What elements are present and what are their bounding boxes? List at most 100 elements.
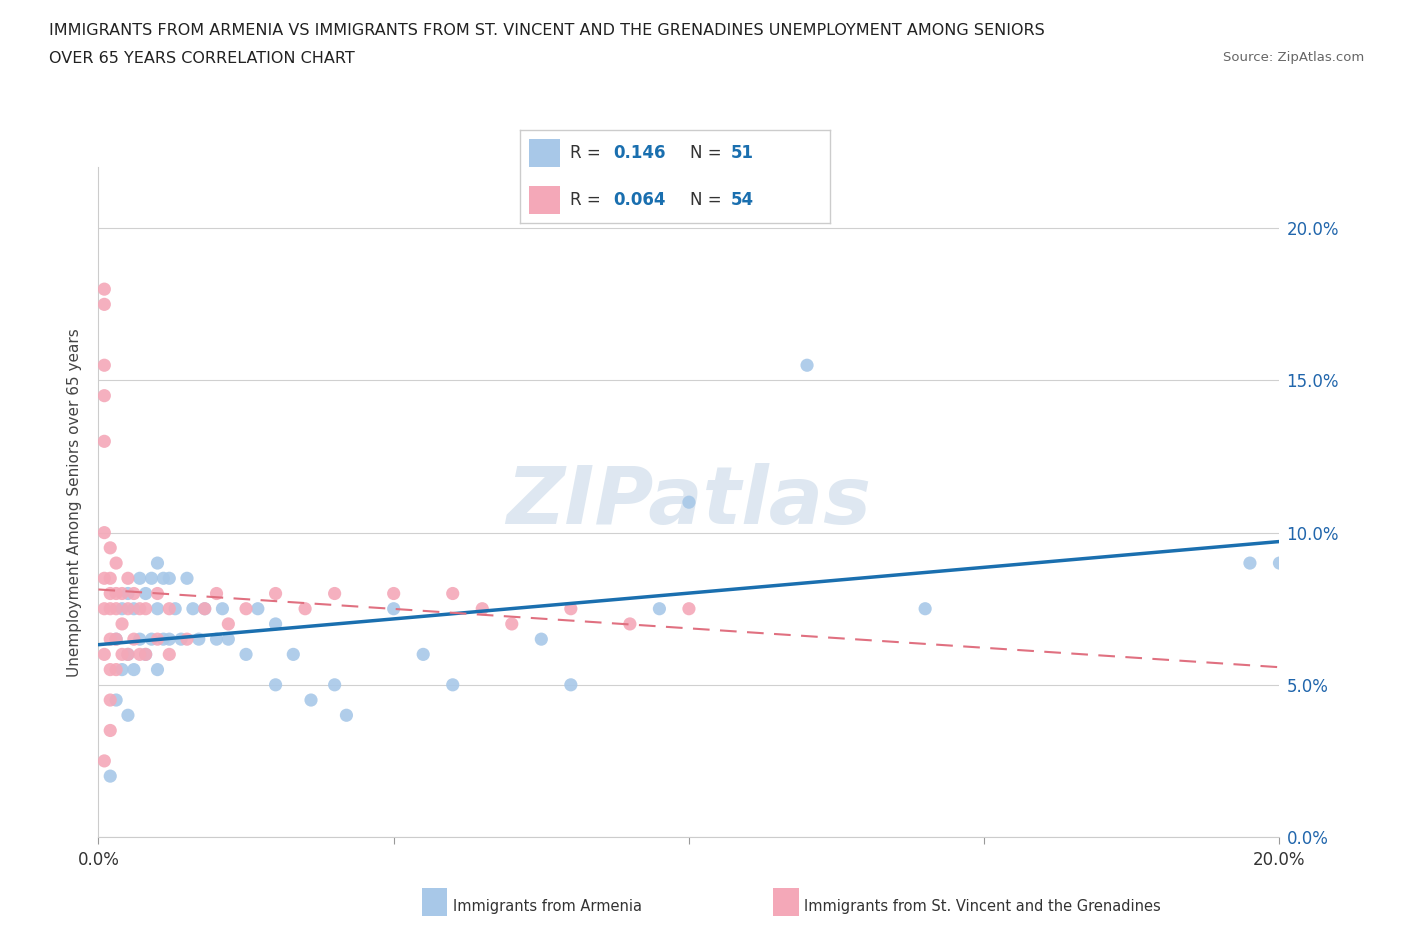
Point — [560, 677, 582, 692]
Point — [648, 602, 671, 617]
Point — [152, 631, 174, 646]
Point — [117, 647, 139, 662]
Point — [93, 753, 115, 768]
Text: N =: N = — [690, 191, 727, 209]
Point — [441, 586, 464, 601]
Point — [560, 602, 582, 617]
Point — [217, 617, 239, 631]
Text: 54: 54 — [731, 191, 754, 209]
Point — [135, 647, 157, 662]
Point — [105, 555, 128, 570]
Point — [98, 602, 121, 617]
Point — [111, 586, 134, 601]
Point — [146, 662, 169, 677]
Point — [205, 586, 228, 601]
Point — [105, 662, 128, 677]
Point — [165, 602, 187, 617]
Point — [211, 602, 233, 617]
Bar — [530, 186, 561, 214]
Point — [914, 602, 936, 617]
Y-axis label: Unemployment Among Seniors over 65 years: Unemployment Among Seniors over 65 years — [66, 328, 82, 677]
Point — [146, 555, 169, 570]
Point — [105, 631, 128, 646]
Point — [205, 631, 228, 646]
Point — [117, 708, 139, 723]
Point — [128, 571, 150, 586]
Point — [294, 602, 316, 617]
Point — [128, 647, 150, 662]
Text: IMMIGRANTS FROM ARMENIA VS IMMIGRANTS FROM ST. VINCENT AND THE GRENADINES UNEMPL: IMMIGRANTS FROM ARMENIA VS IMMIGRANTS FR… — [49, 23, 1045, 38]
Text: N =: N = — [690, 144, 727, 163]
Point — [117, 602, 139, 617]
Point — [105, 586, 128, 601]
Point — [152, 571, 174, 586]
Point — [194, 602, 217, 617]
Point — [135, 602, 157, 617]
Point — [93, 358, 115, 373]
Text: Immigrants from St. Vincent and the Grenadines: Immigrants from St. Vincent and the Gren… — [804, 899, 1161, 914]
Point — [98, 693, 121, 708]
Point — [128, 602, 150, 617]
Point — [217, 631, 239, 646]
Point — [678, 495, 700, 510]
Point — [157, 571, 180, 586]
Point — [146, 586, 169, 601]
Point — [93, 282, 115, 297]
Point — [122, 586, 145, 601]
Point — [796, 358, 818, 373]
Point — [1239, 555, 1261, 570]
Point — [283, 647, 305, 662]
Bar — [530, 140, 561, 167]
Point — [117, 586, 139, 601]
Point — [98, 769, 121, 784]
Point — [323, 586, 346, 601]
Point — [235, 647, 257, 662]
Point — [264, 617, 287, 631]
Point — [111, 662, 134, 677]
Point — [157, 631, 180, 646]
Point — [98, 540, 121, 555]
Point — [93, 434, 115, 449]
Point — [105, 602, 128, 617]
Text: 0.064: 0.064 — [613, 191, 665, 209]
Point — [93, 647, 115, 662]
Point — [98, 631, 121, 646]
Point — [335, 708, 357, 723]
Point — [135, 586, 157, 601]
Point — [501, 617, 523, 631]
Point — [323, 677, 346, 692]
Point — [619, 617, 641, 631]
Point — [264, 677, 287, 692]
Point — [93, 602, 115, 617]
Point — [117, 647, 139, 662]
Point — [246, 602, 269, 617]
Point — [382, 586, 405, 601]
Text: OVER 65 YEARS CORRELATION CHART: OVER 65 YEARS CORRELATION CHART — [49, 51, 354, 66]
Point — [93, 297, 115, 312]
Point — [122, 631, 145, 646]
Point — [111, 647, 134, 662]
Point — [93, 388, 115, 403]
Point — [176, 631, 198, 646]
Point — [98, 662, 121, 677]
Point — [157, 602, 180, 617]
Point — [111, 617, 134, 631]
Point — [170, 631, 193, 646]
Point — [194, 602, 217, 617]
Point — [135, 647, 157, 662]
Point — [441, 677, 464, 692]
Point — [264, 586, 287, 601]
Point — [128, 631, 150, 646]
Point — [98, 723, 121, 737]
Point — [299, 693, 322, 708]
Point — [412, 647, 434, 662]
Text: Immigrants from Armenia: Immigrants from Armenia — [453, 899, 641, 914]
Point — [117, 571, 139, 586]
Point — [122, 602, 145, 617]
Point — [122, 662, 145, 677]
Point — [1268, 555, 1291, 570]
Point — [98, 586, 121, 601]
Point — [235, 602, 257, 617]
Text: ZIPatlas: ZIPatlas — [506, 463, 872, 541]
Point — [382, 602, 405, 617]
